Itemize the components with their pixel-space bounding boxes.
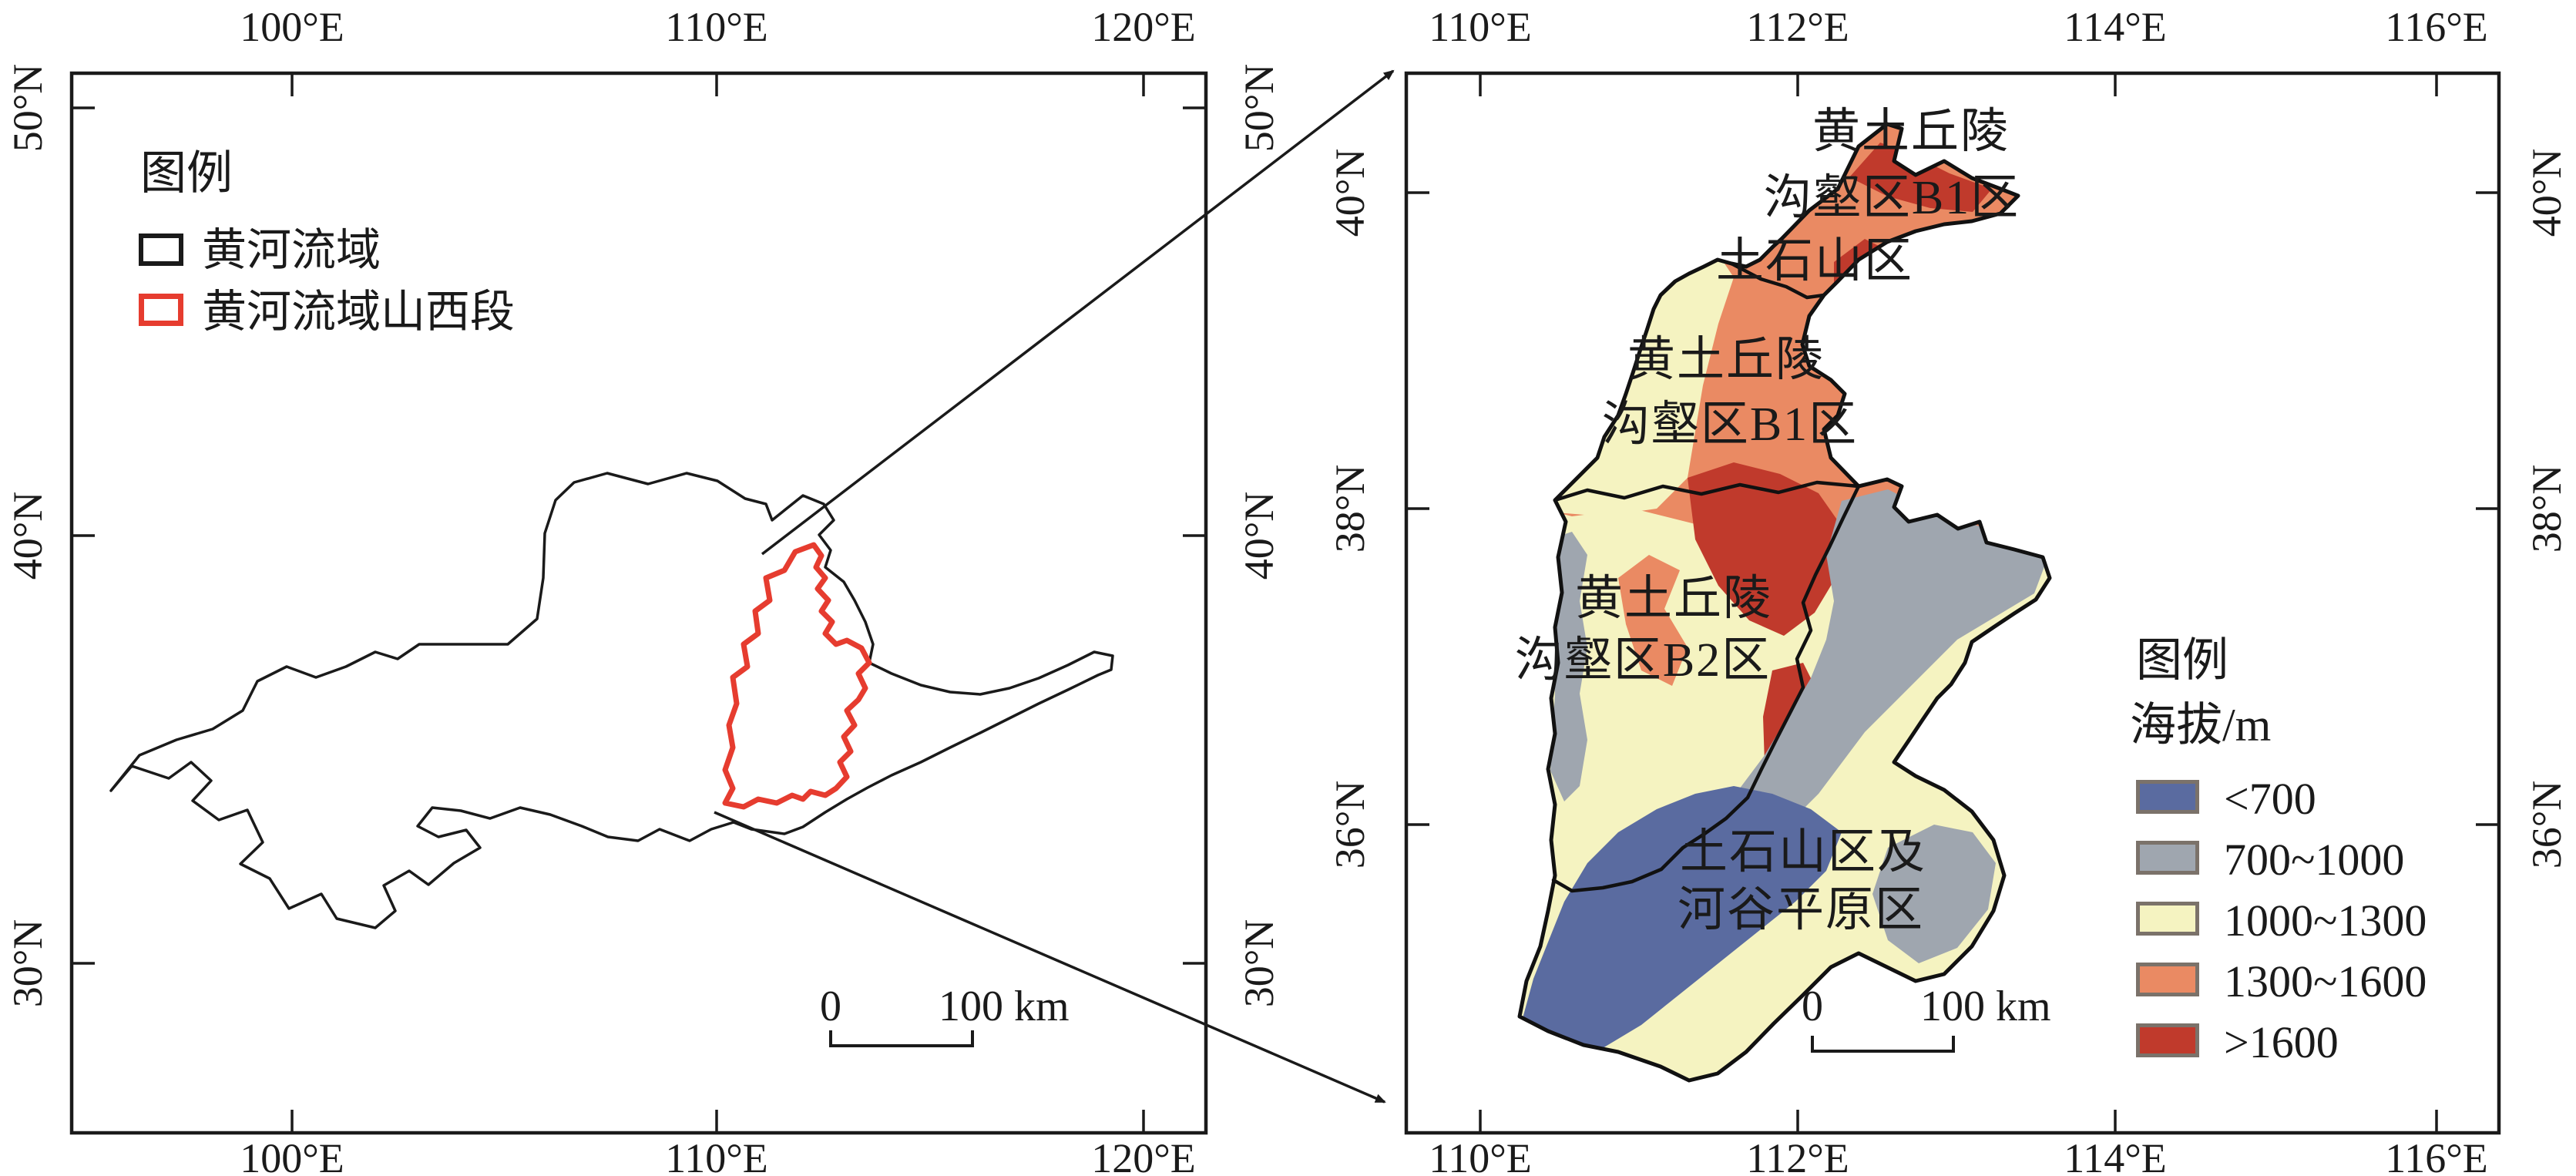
right-xtick-bottom-114e: 114°E [2064,1135,2167,1176]
elev-swatch-lt700 [2136,780,2199,814]
right-xtick-bottom-116e: 116°E [2385,1135,2488,1176]
connector-arrow-bottom [714,811,1386,1104]
left-legend-item-shanxi: 黄河流域山西段 [202,287,516,337]
left-ytick-right-50n: 50°N [1236,63,1282,153]
right-legend-subtitle: 海拔/m [2130,700,2272,751]
right-scalebar [1811,1036,1955,1053]
elev-label-1000-1300: 1000~1300 [2224,895,2427,946]
connector-arrow-top [761,69,1395,556]
elev-label-700-1000: 700~1000 [2224,835,2405,885]
left-ytick-left-40n: 40°N [5,491,51,580]
left-xtick-bottom-120e: 120°E [1091,1135,1196,1176]
region-label-b1-north-line1: 黄土丘陵 [1812,106,2010,158]
zone-gt1600-handle [1849,143,1992,212]
left-ytick-right-30n: 30°N [1236,919,1282,1008]
subregion-boundaries [1551,261,1861,893]
yellow-river-basin-outline [109,472,1114,929]
right-xtick-bottom-112e: 112°E [1746,1135,1849,1176]
left-scale-zero: 0 [820,983,841,1030]
left-panel-ticks [72,73,1206,1133]
left-panel-frame [69,71,1208,1135]
region-label-valley-line2: 河谷平原区 [1677,884,1925,936]
right-ytick-left-36n: 36°N [1327,780,1373,869]
right-ytick-left-40n: 40°N [1327,148,1373,237]
region-label-b1-mid-line1: 黄土丘陵 [1627,334,1825,386]
zone-lt700-southwest [1522,786,1842,1048]
region-label-b1-mid-line2: 沟壑区B1区 [1601,398,1859,451]
region-label-valley-line1: 土石山区及 [1679,826,1927,879]
region-label-b2-line1: 黄土丘陵 [1574,573,1773,625]
elev-label-gt1600: >1600 [2224,1017,2339,1067]
shanxi-basin-boundary [1517,122,2052,1083]
right-panel-frame [1404,71,2501,1135]
left-ytick-left-50n: 50°N [5,63,51,153]
elev-label-lt700: <700 [2224,774,2316,824]
left-legend-title: 图例 [140,148,233,199]
left-ytick-left-30n: 30°N [5,919,51,1008]
right-scale-label: 100 km [1920,983,2051,1030]
right-xtick-top-116e: 116°E [2385,4,2488,50]
left-scale-label: 100 km [939,983,1070,1030]
right-ytick-right-36n: 36°N [2524,780,2570,869]
left-xtick-bottom-110e: 110°E [665,1135,768,1176]
right-xtick-top-114e: 114°E [2064,4,2167,50]
right-panel-ticks [1406,73,2499,1133]
left-xtick-bottom-100e: 100°E [240,1135,344,1176]
region-label-b1-north-line2: 沟壑区B1区 [1763,172,2020,224]
elev-swatch-gt1600 [2136,1023,2199,1057]
right-ytick-left-38n: 38°N [1327,464,1373,553]
zone-700-1000-southeast [1872,825,1996,963]
left-scalebar [829,1030,974,1047]
region-label-rocky-mountain: 土石山区 [1715,235,1914,287]
zone-700-1000-band [1703,489,2046,863]
elev-swatch-700-1000 [2136,841,2199,875]
elev-swatch-1000-1300 [2136,902,2199,936]
left-xtick-top-110e: 110°E [665,4,768,50]
left-ytick-right-40n: 40°N [1236,491,1282,580]
right-ytick-right-40n: 40°N [2524,148,2570,237]
right-xtick-bottom-110e: 110°E [1429,1135,1532,1176]
left-legend-item-basin: 黄河流域 [202,225,381,275]
right-ytick-right-38n: 38°N [2524,464,2570,553]
zone-1300-1600-west [1618,555,1688,686]
right-legend-title: 图例 [2136,635,2228,686]
shanxi-outline-swatch [139,294,183,326]
shanxi-section-outline [722,542,872,810]
basin-outline-swatch [139,234,183,266]
elev-swatch-1300-1600 [2136,963,2199,996]
left-xtick-top-120e: 120°E [1091,4,1196,50]
right-scale-zero: 0 [1802,983,1823,1030]
right-xtick-top-112e: 112°E [1746,4,1849,50]
right-xtick-top-110e: 110°E [1429,4,1532,50]
left-xtick-top-100e: 100°E [240,4,344,50]
elev-label-1300-1600: 1300~1600 [2224,956,2427,1006]
region-label-b2-line2: 沟壑区B2区 [1514,634,1772,687]
